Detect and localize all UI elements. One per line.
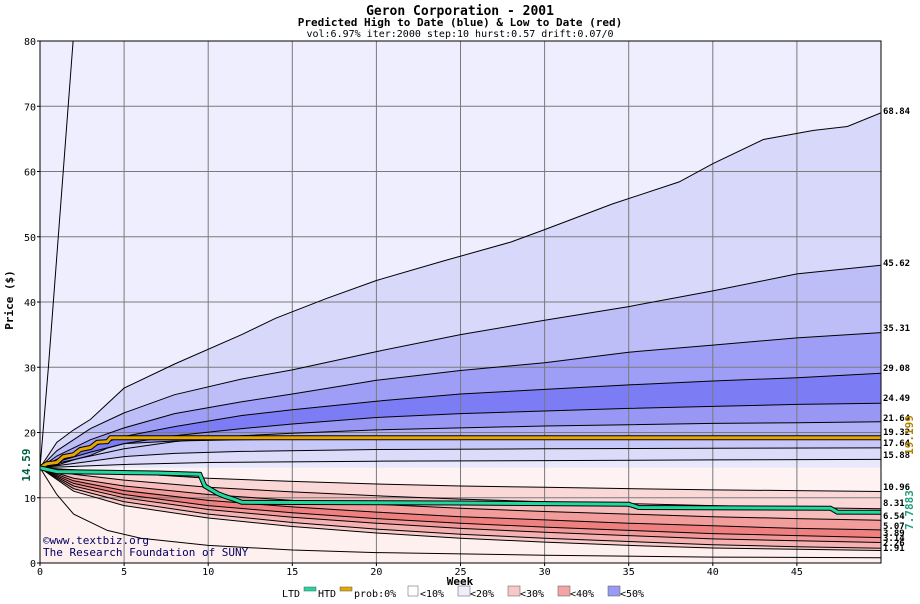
legend-lt30-label: <30% [520, 589, 544, 600]
start-price-label: 14.59 [20, 448, 33, 481]
y-tick-label-80: 80 [24, 37, 36, 48]
band-end-label-10.96: 10.96 [883, 483, 910, 493]
band-end-label-17.64: 17.64 [883, 439, 911, 449]
y-tick-label-10: 10 [24, 494, 36, 505]
low-quantile-line-3 [40, 467, 881, 521]
legend-swatch-htd [339, 586, 353, 592]
plot-area [40, 41, 881, 563]
chart-params: vol:6.97% iter:2000 step:10 hurst:0.57 d… [306, 29, 613, 40]
high-quantile-line-8 [40, 447, 881, 469]
extreme-line-1 [40, 41, 74, 468]
y-tick-label-60: 60 [24, 168, 36, 179]
legend-swatch-ltd [303, 586, 317, 592]
legend-prob-label: prob:0% [354, 589, 396, 600]
band-end-label-3.14: 3.14 [883, 534, 905, 544]
low-quantile-line-7 [40, 467, 881, 549]
legend-swatch-prob [407, 585, 419, 597]
high-band-3 [40, 332, 881, 468]
band-end-label-29.08: 29.08 [883, 364, 910, 374]
low-quantile-line-8 [40, 467, 881, 551]
low-to-date-line [40, 466, 881, 514]
x-tick-label-30: 30 [539, 567, 551, 578]
x-axis-label: Week [447, 575, 474, 588]
x-tick-label-5: 5 [121, 567, 127, 578]
band-end-label-24.49: 24.49 [883, 394, 910, 404]
band-end-label-21.64: 21.64 [883, 414, 911, 424]
watermark-line-1: ©www.textbiz.org [43, 534, 149, 547]
high-quantile-line-1 [40, 112, 881, 469]
legend-swatch-lt40 [607, 585, 621, 597]
y-tick-label-70: 70 [24, 102, 36, 113]
band-end-label-1.91: 1.91 [883, 544, 905, 554]
legend-lt40-label: <40% [570, 589, 594, 600]
band-end-label-15.88: 15.88 [883, 451, 910, 461]
legend-lt50-label: <50% [620, 589, 644, 600]
high-band-7 [40, 436, 881, 468]
band-end-label-2.26: 2.26 [883, 539, 905, 549]
chart-title: Geron Corporation - 2001 [366, 4, 554, 19]
legend-lt10-label: <10% [420, 589, 444, 600]
band-end-label-6.54: 6.54 [883, 512, 905, 522]
high-to-date-line [40, 436, 881, 470]
legend-ltd-label: LTD [282, 589, 300, 600]
x-tick-label-0: 0 [37, 567, 43, 578]
low-band-tail [40, 467, 881, 563]
y-tick-label-0: 0 [30, 559, 36, 570]
low-quantile-line-5 [40, 467, 881, 539]
high-band-5 [40, 403, 881, 468]
band-end-label-8.31: 8.31 [883, 499, 905, 509]
y-tick-label-50: 50 [24, 233, 36, 244]
x-tick-label-45: 45 [791, 567, 803, 578]
extreme-line-2 [40, 467, 881, 559]
x-tick-label-20: 20 [370, 567, 382, 578]
high-band-6 [40, 421, 881, 468]
band-end-label-45.62: 45.62 [883, 259, 910, 269]
y-tick-label-20: 20 [24, 429, 36, 440]
high-quantile-line-5 [40, 402, 881, 469]
chart-subtitle: Predicted High to Date (blue) & Low to D… [298, 16, 623, 29]
x-tick-label-10: 10 [202, 567, 214, 578]
legend-lt20-label: <20% [470, 589, 494, 600]
legend-swatch-lt20 [507, 585, 521, 597]
band-end-label-35.31: 35.31 [883, 324, 910, 334]
legend-swatch-lt30 [557, 585, 571, 597]
x-tick-label-25: 25 [454, 567, 466, 578]
final-high-label: 19.199 [903, 415, 916, 455]
x-tick-label-35: 35 [623, 567, 635, 578]
band-end-label-19.32: 19.32 [883, 428, 910, 438]
legend-htd-label: HTD [318, 589, 336, 600]
low-quantile-line-6 [40, 467, 881, 543]
band-end-label-3.89: 3.89 [883, 529, 905, 539]
high-quantile-line-3 [40, 332, 881, 469]
legend-swatch-lt10 [457, 585, 471, 597]
low-quantile-line-4 [40, 467, 881, 531]
band-end-label-68.84: 68.84 [883, 107, 911, 117]
x-tick-label-15: 15 [286, 567, 298, 578]
final-low-label: 7.7883 [903, 490, 916, 530]
y-tick-label-40: 40 [24, 298, 36, 309]
y-axis-label: Price ($) [3, 270, 16, 330]
high-quantile-line-9 [40, 458, 881, 469]
y-tick-label-30: 30 [24, 363, 36, 374]
high-quantile-line-2 [40, 264, 881, 469]
x-tick-label-40: 40 [707, 567, 719, 578]
high-quantile-line-6 [40, 421, 881, 469]
high-band-4 [40, 373, 881, 468]
band-end-label-5.07: 5.07 [883, 522, 905, 532]
watermark-line-2: The Research Foundation of SUNY [43, 546, 249, 559]
